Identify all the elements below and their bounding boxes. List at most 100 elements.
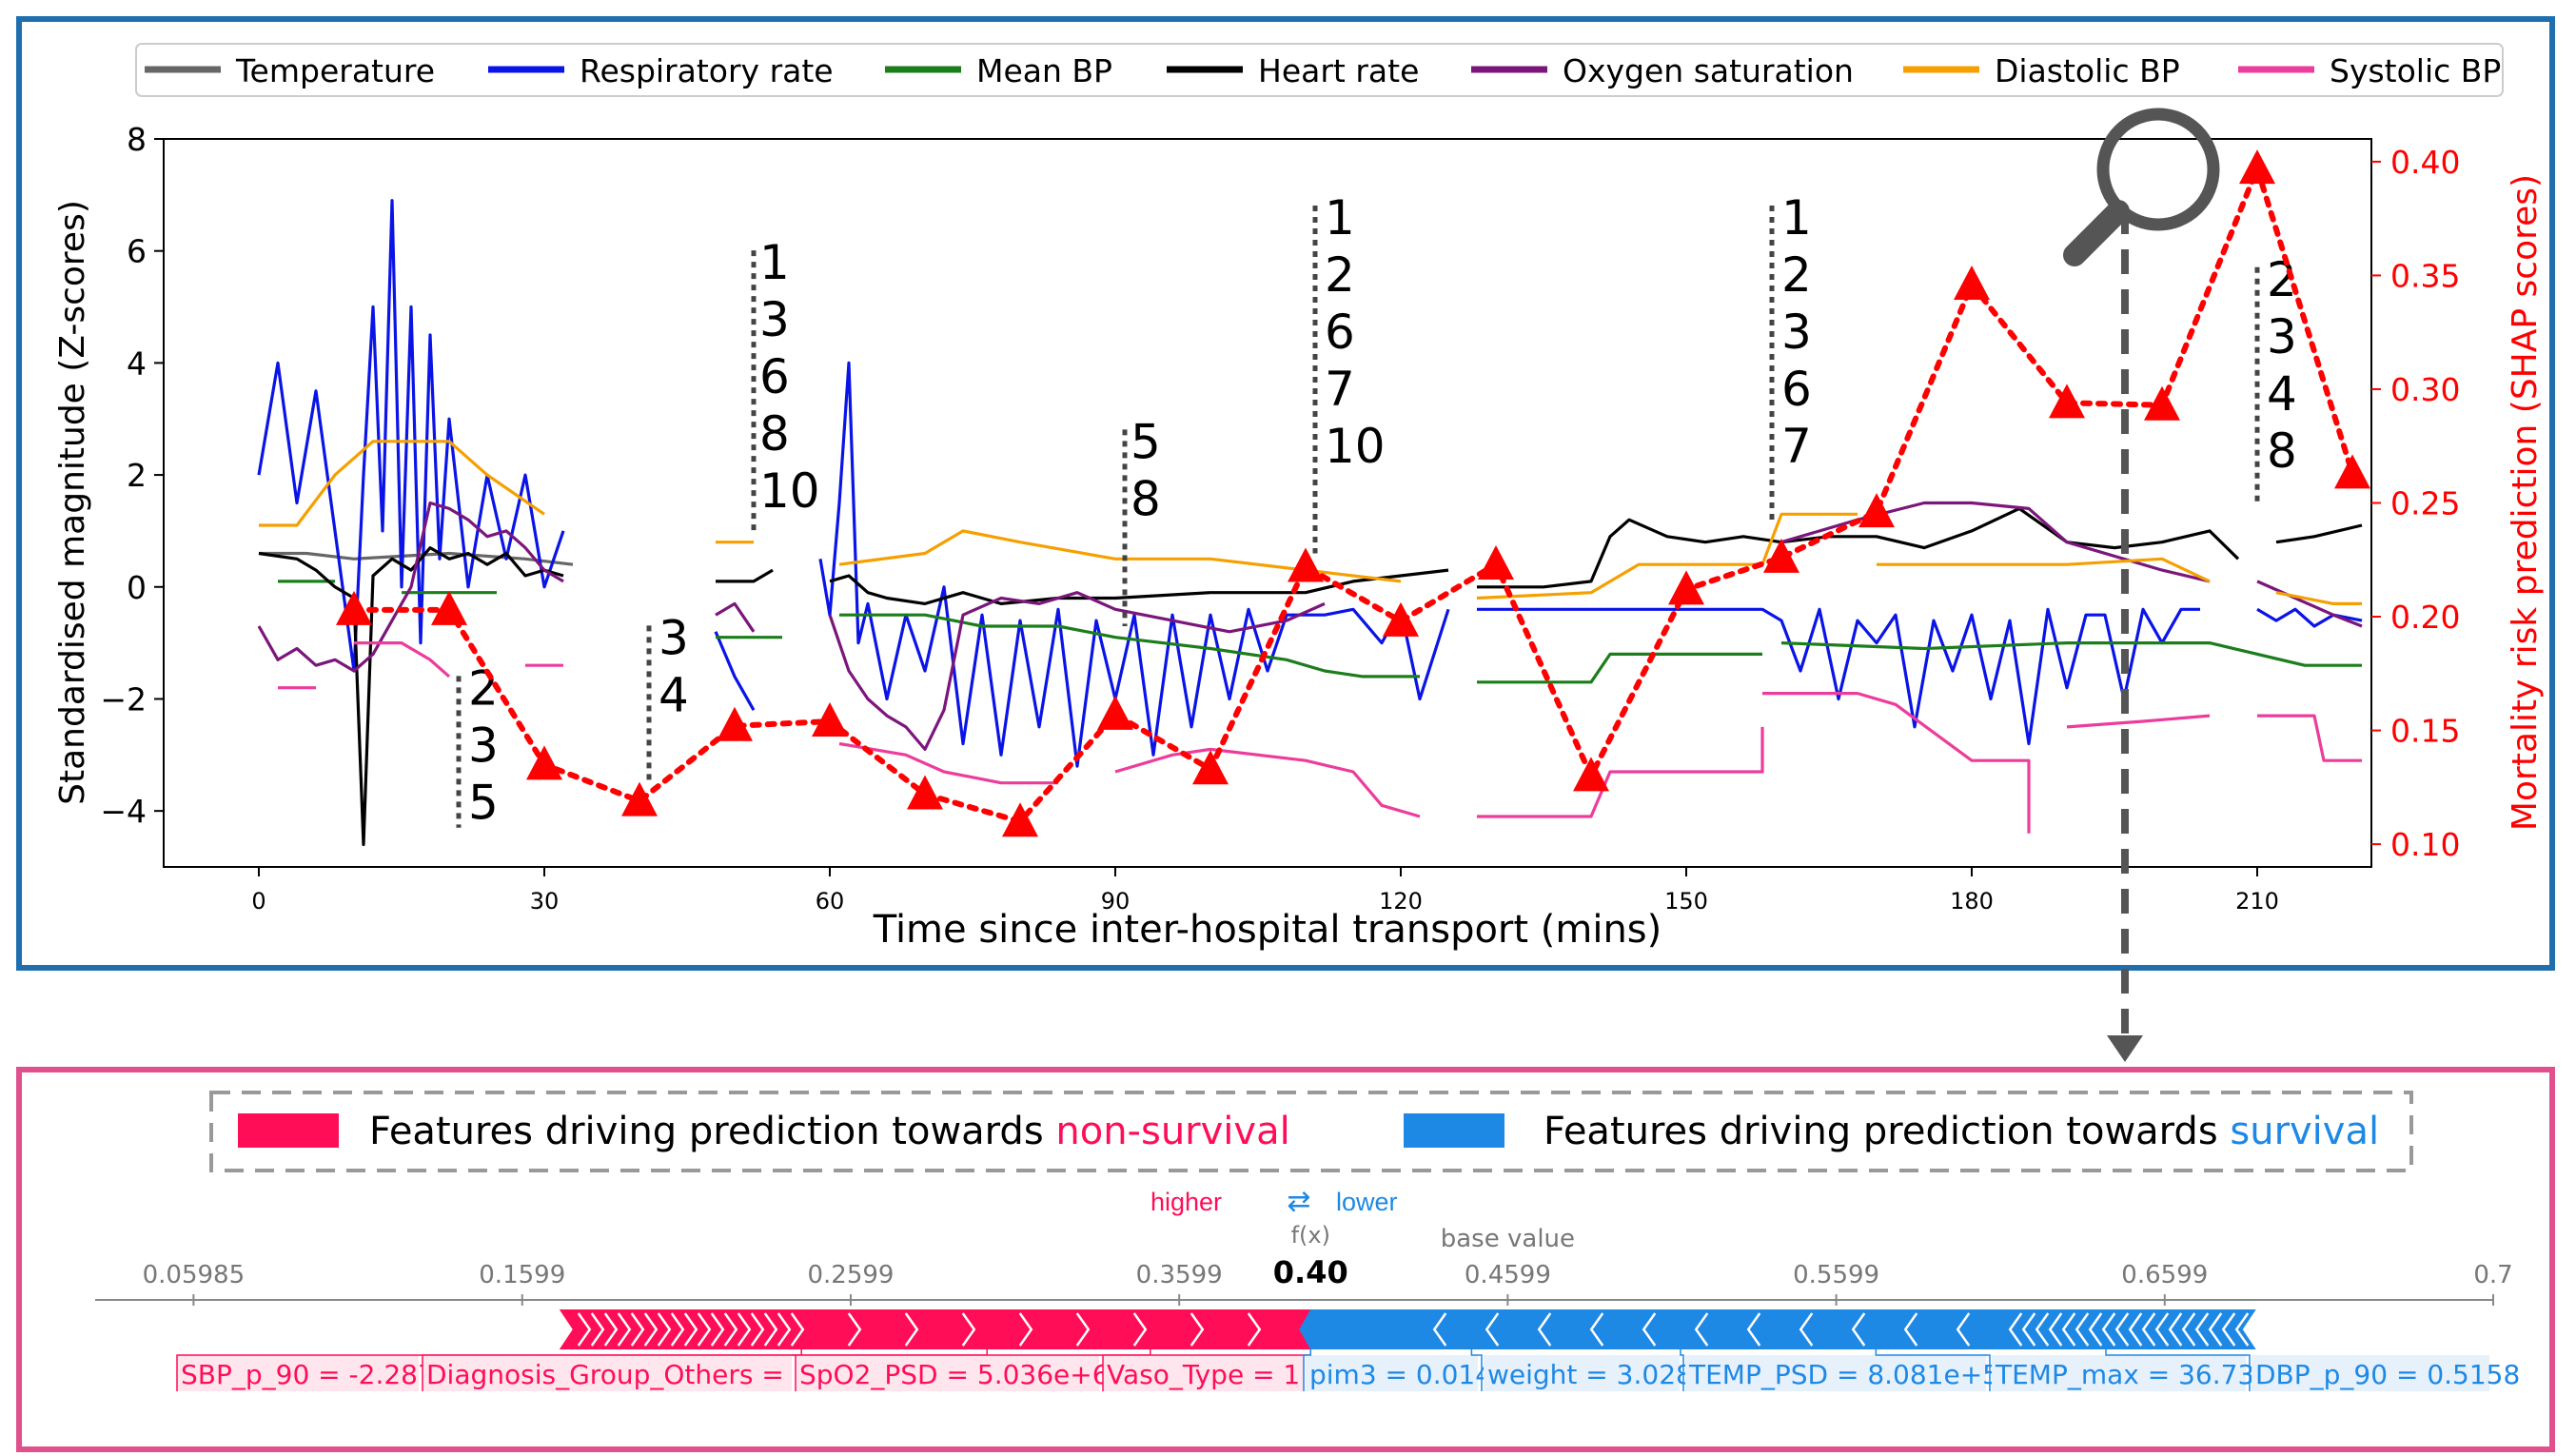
legend-label-respiratory-rate: Respiratory rate (580, 52, 834, 89)
annotation-label: 10 (1325, 419, 1386, 474)
legend-pos-word: non-survival (1055, 1110, 1289, 1153)
legend-label-diastolic-bp: Diastolic BP (1995, 52, 2180, 89)
force-chevron (1190, 1312, 1205, 1347)
legend-frame (135, 43, 2504, 97)
annotation-label: 1 (759, 235, 790, 290)
y-tick-label: −2 (100, 680, 147, 718)
force-chevron (961, 1312, 976, 1347)
force-chevron (617, 1312, 632, 1347)
shap-force-panel (16, 1067, 2555, 1452)
force-bars (559, 1309, 2256, 1349)
shap-point (336, 590, 372, 625)
force-axis-tick-label: 0.6599 (2121, 1261, 2208, 1289)
force-bar-positive (559, 1309, 1323, 1349)
annotation-label: 3 (759, 292, 790, 347)
x-tick-label: 60 (816, 888, 845, 915)
force-chevron (2048, 1312, 2063, 1347)
feature-label-bg-neg (1484, 1355, 1680, 1391)
force-chevron (790, 1312, 805, 1347)
annotation-label: 7 (1781, 419, 1812, 474)
series-line-systolic-bp (1477, 726, 1764, 818)
series-line-diastolic-bp (259, 440, 545, 527)
fx-label: f(x) (1291, 1222, 1330, 1249)
force-chevron (2008, 1312, 2023, 1347)
x-tick-label: 0 (251, 888, 265, 915)
series-line-systolic-bp (1762, 691, 2031, 834)
force-chevron (2154, 1312, 2170, 1347)
force-chevron (723, 1312, 738, 1347)
series-line-oxygen-saturation (715, 601, 756, 633)
feature-label-bg-neg (2252, 1355, 2489, 1391)
force-chevron (1956, 1312, 1971, 1347)
annotation-label: 5 (468, 775, 499, 830)
shap-point (907, 775, 943, 810)
y2-tick-label: 0.35 (2390, 257, 2460, 294)
y-tick-label: 4 (127, 344, 147, 382)
shap-point (1192, 750, 1229, 785)
annotation-label: 2 (468, 660, 499, 716)
y-tick-label: 2 (127, 457, 147, 494)
legend-text-survival: Features driving prediction towards surv… (1544, 1110, 2379, 1153)
feature-label-bg-neg (1992, 1355, 2246, 1391)
series-layer (257, 199, 2363, 847)
force-chevron (630, 1312, 645, 1347)
force-chevron (1903, 1312, 1918, 1347)
force-axis-tick-label: 0.5599 (1793, 1261, 1879, 1289)
annotation-label: 8 (2267, 423, 2297, 479)
feature-leader-line (1303, 1349, 1312, 1391)
force-chevron (577, 1312, 592, 1347)
force-chevron (2141, 1312, 2156, 1347)
force-chevron (1485, 1312, 1500, 1347)
legend-swatch-survival (1404, 1113, 1504, 1148)
y-axis-label: Standardised magnitude (Z-scores) (53, 200, 92, 805)
force-chevron (2114, 1312, 2130, 1347)
force-chevron (763, 1312, 778, 1347)
feature-label-negative: pim3 = 0.014 (1309, 1359, 1492, 1390)
force-chevron (2021, 1312, 2036, 1347)
force-chevron (2194, 1312, 2210, 1347)
force-chevron (737, 1312, 752, 1347)
force-chevron (2208, 1312, 2223, 1347)
annotation-label: 3 (659, 610, 689, 665)
legend-label-temperature: Temperature (235, 52, 435, 89)
series-line-diastolic-bp (1877, 557, 2211, 583)
series-line-respiratory-rate (2256, 607, 2363, 628)
series-line-heart-rate (2275, 523, 2363, 544)
x-tick-label: 30 (530, 888, 560, 915)
shap-point (1954, 266, 1990, 300)
force-chevron (777, 1312, 792, 1347)
feature-leader-line (1470, 1349, 1483, 1391)
shap-point (621, 781, 658, 817)
x-axis-label: Time since inter-hospital transport (min… (873, 908, 1662, 952)
annotation-label: 6 (1325, 305, 1355, 360)
force-axis-tick-label: 0.05985 (143, 1261, 246, 1289)
force-chevron (1746, 1312, 1761, 1347)
y-axis-right: 0.10 0.15 0.20 0.25 0.30 0.35 0.40 (2371, 144, 2460, 863)
force-chevron (670, 1312, 685, 1347)
series-line-heart-rate (716, 568, 774, 583)
feature-label-positive: Vaso_Type = 1 (1107, 1359, 1300, 1390)
y-axis-left: −4 −2 0 2 4 6 8 (100, 121, 164, 830)
shap-point (2239, 149, 2275, 185)
x-tick-label: 180 (1950, 888, 1994, 915)
shap-point (1763, 538, 1799, 573)
shap-point (1383, 601, 1419, 637)
force-chevron (2234, 1312, 2250, 1347)
force-legend-box (209, 1091, 2413, 1172)
y-tick-label: 0 (127, 569, 147, 606)
y2-tick-label: 0.30 (2390, 371, 2460, 408)
x-tick-label: 90 (1101, 888, 1131, 915)
annotation-label: 3 (1781, 305, 1812, 360)
shap-point (1478, 545, 1514, 580)
shap-point (1002, 802, 1038, 837)
feature-label-negative: weight = 3.028 (1487, 1359, 1693, 1390)
legend-text-non-survival: Features driving prediction towards non-… (369, 1110, 1290, 1153)
feature-label-positive: SpO2_PSD = 5.036e+6 (799, 1359, 1110, 1390)
force-chevron (1247, 1312, 1262, 1347)
series-line-systolic-bp (838, 741, 1058, 785)
series-line-mean-bp (1780, 640, 2362, 667)
series-line-respiratory-rate (257, 199, 565, 673)
force-chevron (1799, 1312, 1814, 1347)
legend-swatch-non-survival (238, 1113, 339, 1148)
series-line-respiratory-rate (1477, 607, 2200, 746)
